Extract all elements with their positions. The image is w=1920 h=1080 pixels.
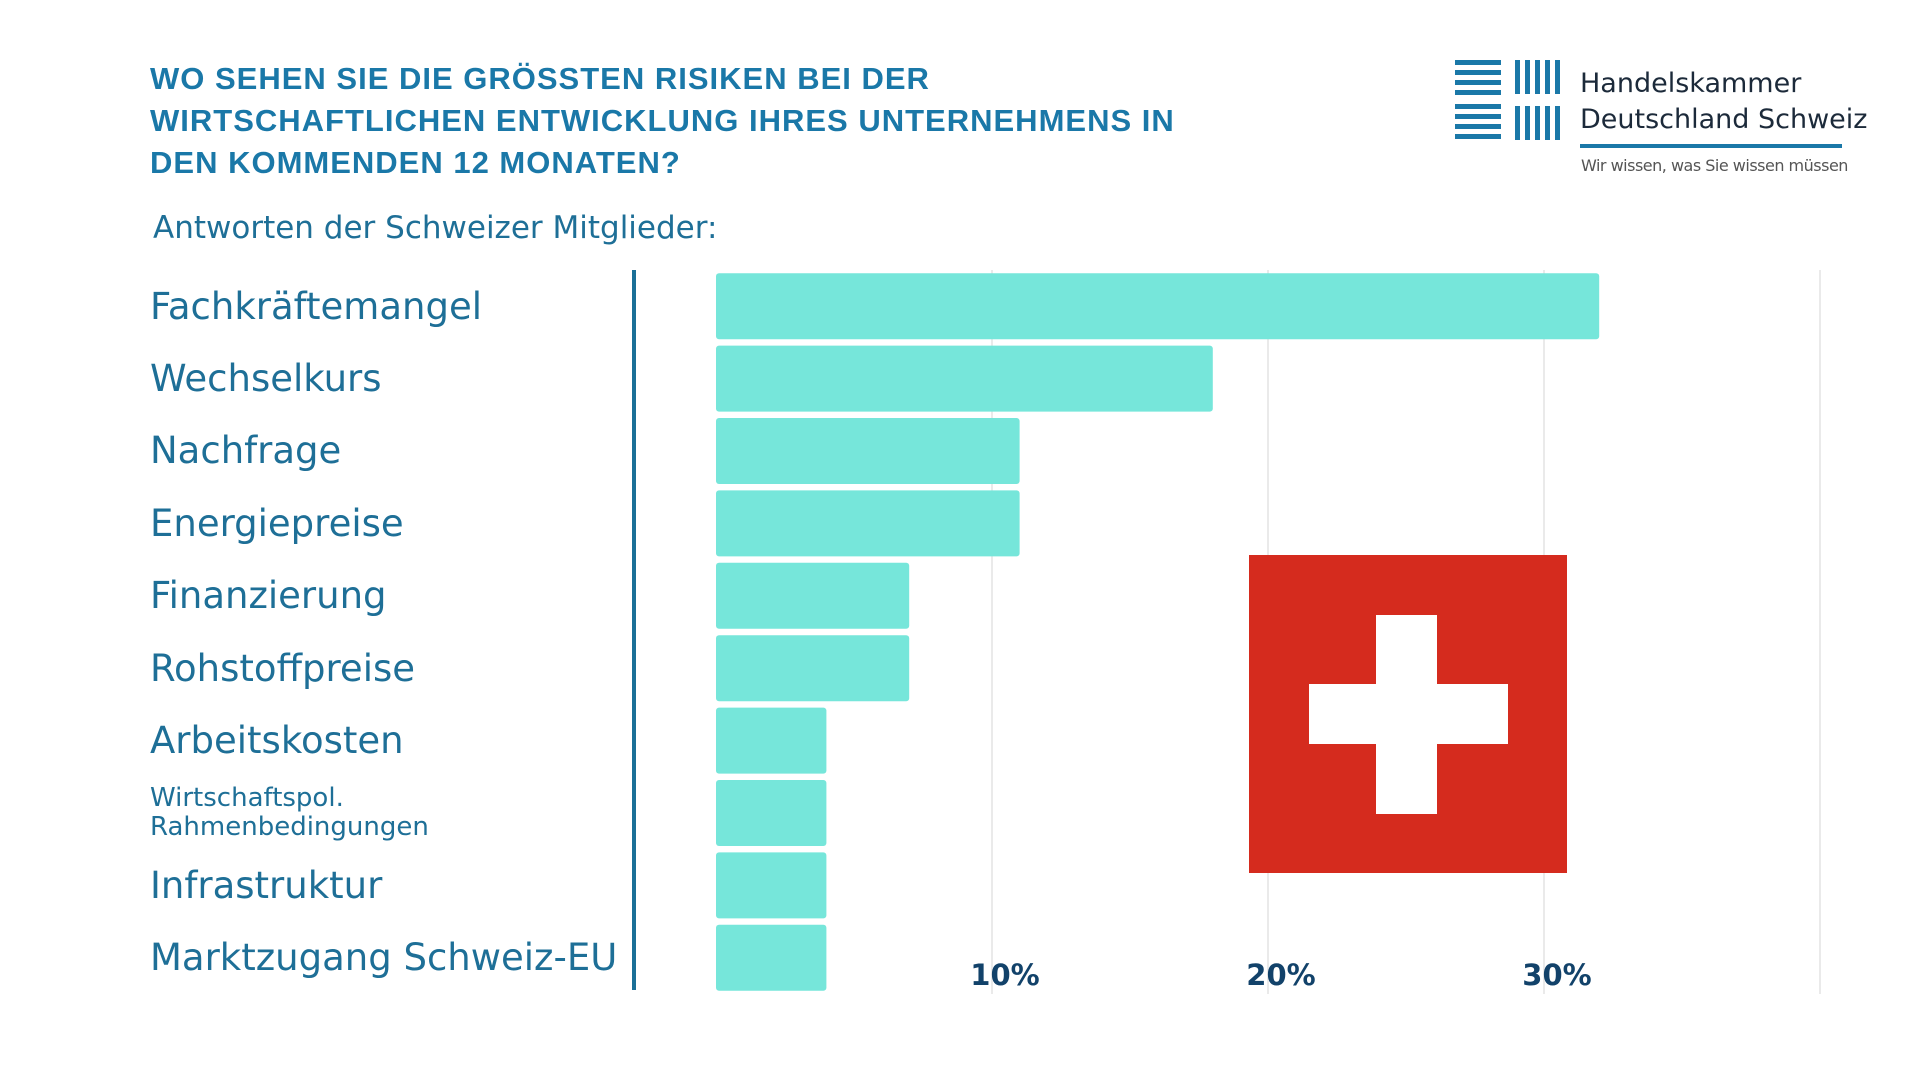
- logo-divider: [1580, 144, 1842, 148]
- category-label-2: Nachfrage: [150, 429, 342, 473]
- category-label-0: Fachkräftemangel: [150, 284, 483, 328]
- flag-cross-horizontal: [1309, 684, 1508, 744]
- tick-label-0: 10%: [970, 958, 1039, 992]
- bar-3: [716, 490, 1020, 557]
- bar-2: [716, 418, 1020, 484]
- logo-name-line1: Handelskammer: [1580, 68, 1802, 99]
- category-label-7: Wirtschaftspol. Rahmenbedingungen: [150, 782, 429, 842]
- bar-6: [716, 707, 827, 774]
- bar-5: [716, 635, 910, 702]
- category-label-5: Rohstoffpreise: [150, 646, 416, 690]
- stripes-logo-icon: [1455, 60, 1560, 140]
- category-label-6: Arbeitskosten: [150, 719, 404, 763]
- bar-4: [716, 562, 910, 629]
- bar-0: [716, 273, 1600, 340]
- chart-subtitle: Antworten der Schweizer Mitglieder:: [153, 210, 718, 246]
- bar-1: [716, 345, 1213, 412]
- swiss-flag-icon: [1249, 555, 1567, 873]
- tick-label-1: 20%: [1246, 958, 1315, 992]
- bar-9: [716, 924, 827, 991]
- logo-tagline: Wir wissen, was Sie wissen müssen: [1581, 156, 1848, 175]
- chart-title: WO SEHEN SIE DIE GRÖSSTEN RISIKEN BEI DE…: [150, 61, 1175, 180]
- category-label-8: Infrastruktur: [150, 863, 383, 907]
- category-label-1: Wechselkurs: [150, 357, 382, 401]
- category-label-9: Marktzugang Schweiz-EU: [150, 936, 618, 980]
- category-labels: Fachkräftemangel Wechselkurs Nachfrage Ener…: [150, 270, 630, 990]
- bar-8: [716, 852, 827, 919]
- category-label-4: Finanzierung: [150, 574, 387, 618]
- company-logo: Handelskammer Deutschland Schweiz Wir wi…: [1455, 56, 1867, 186]
- logo-name: Handelskammer Deutschland Schweiz: [1580, 66, 1867, 138]
- logo-name-line2: Deutschland Schweiz: [1580, 104, 1868, 135]
- tick-label-2: 30%: [1522, 958, 1591, 992]
- bar-7: [716, 780, 827, 846]
- category-label-3: Energiepreise: [150, 501, 404, 545]
- category-axis-line: [632, 270, 636, 990]
